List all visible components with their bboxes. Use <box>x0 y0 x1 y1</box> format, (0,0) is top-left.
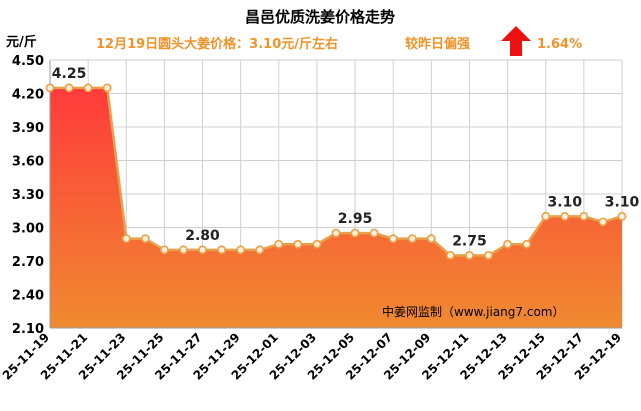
change-value: 1.64% <box>537 37 582 52</box>
y-axis-unit: 元/斤 <box>6 34 37 50</box>
data-point <box>598 217 608 227</box>
data-point <box>293 239 303 249</box>
data-label: 2.80 <box>185 228 220 244</box>
area-layer <box>50 87 622 328</box>
data-point <box>121 234 131 244</box>
price-area <box>50 87 622 328</box>
data-point <box>45 83 55 93</box>
data-point <box>179 245 188 255</box>
data-point <box>236 245 246 255</box>
data-point <box>274 239 284 249</box>
data-point <box>198 245 207 255</box>
data-label: 2.95 <box>338 211 373 227</box>
y-tick-label: 2.10 <box>12 322 44 337</box>
y-tick-label: 3.90 <box>12 121 44 136</box>
data-point <box>579 211 589 221</box>
data-point <box>369 228 379 238</box>
data-point <box>83 83 93 93</box>
data-point <box>560 211 570 221</box>
data-point <box>350 228 360 238</box>
data-point <box>312 239 322 249</box>
data-labels: 4.25 2.80 2.95 2.75 3.10 3.10 <box>52 66 640 250</box>
change-label: 较昨日偏强 <box>405 36 470 52</box>
y-tick-label: 3.00 <box>12 222 44 237</box>
axes <box>49 60 622 329</box>
watermark: 中姜网监制（www.jiang7.com） <box>382 304 564 319</box>
data-label: 3.10 <box>548 194 583 210</box>
data-point <box>102 83 112 93</box>
data-point <box>445 251 455 260</box>
data-point <box>388 234 398 244</box>
y-tick-label: 4.20 <box>12 88 44 103</box>
data-point <box>617 211 627 221</box>
data-point <box>64 83 74 93</box>
data-point <box>217 245 226 255</box>
data-point <box>541 211 551 221</box>
up-arrow-icon <box>501 26 531 56</box>
data-point <box>426 234 436 244</box>
data-point <box>331 228 341 238</box>
data-point <box>140 234 150 244</box>
markers <box>45 83 627 260</box>
data-point <box>484 251 493 260</box>
data-point <box>159 245 169 255</box>
data-point <box>407 234 417 244</box>
y-tick-labels: 4.50 4.20 3.90 3.60 3.30 3.00 2.70 2.40 2.10 <box>12 54 44 337</box>
data-label: 3.10 <box>605 194 640 210</box>
data-point <box>465 251 474 260</box>
y-tick-label: 3.30 <box>12 188 44 203</box>
data-point <box>522 239 532 249</box>
chart-subtitle: 12月19日圆头大姜价格：3.10元/斤左右 <box>96 36 338 52</box>
chart-title: 昌邑优质洗姜价格走势 <box>245 8 395 26</box>
y-tick-label: 2.40 <box>12 289 44 304</box>
y-tick-label: 4.50 <box>12 54 44 69</box>
data-point <box>255 245 265 255</box>
x-tick-labels: 25-11-1925-11-2125-11-2325-11-2525-11-27… <box>0 330 624 382</box>
y-tick-label: 3.60 <box>12 155 44 170</box>
data-point <box>503 239 512 249</box>
data-label: 2.75 <box>452 233 487 249</box>
y-tick-label: 2.70 <box>12 255 44 270</box>
data-label: 4.25 <box>52 66 87 82</box>
